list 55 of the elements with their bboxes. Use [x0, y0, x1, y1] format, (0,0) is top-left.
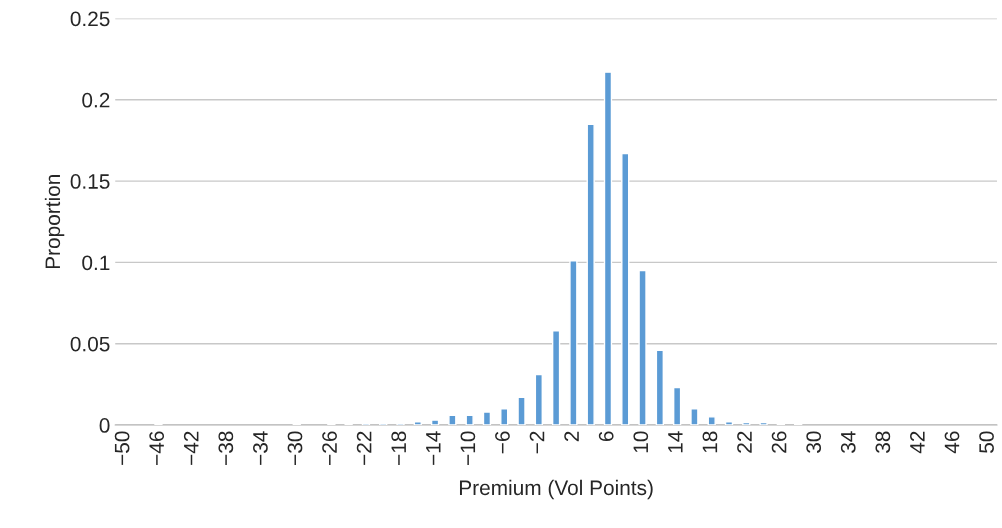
y-tick-label: 0.25 [70, 11, 110, 27]
bar [500, 408, 509, 426]
x-tick-label: 14 [668, 431, 683, 453]
bar [655, 349, 664, 426]
x-tick-label: −46 [149, 431, 165, 465]
bar [672, 386, 682, 426]
bar [690, 408, 699, 426]
x-tick-label: 46 [944, 431, 960, 454]
x-tick-label: −42 [183, 431, 199, 465]
x-tick-label: 34 [840, 431, 856, 453]
y-tick-label: 0.15 [70, 174, 110, 189]
bar [413, 421, 422, 426]
bar [482, 411, 492, 426]
x-tick-label: 10 [633, 431, 649, 453]
x-tick-label: −26 [322, 431, 337, 465]
y-axis-title: Proportion [44, 175, 65, 269]
bar [603, 71, 613, 426]
y-tick-label: 0.05 [70, 336, 110, 352]
x-tick-label: −30 [287, 431, 303, 465]
bar [465, 414, 474, 426]
x-tick-label: −22 [356, 431, 372, 465]
bar [638, 269, 647, 426]
bar [759, 421, 768, 426]
bar [569, 260, 578, 426]
bar [551, 330, 561, 426]
y-tick-label: 0.2 [82, 92, 110, 108]
bar [621, 152, 630, 426]
x-tick-label: 22 [737, 431, 752, 453]
x-tick-label: 18 [702, 431, 718, 453]
x-tick-label: 2 [564, 431, 579, 442]
bar [724, 421, 734, 426]
x-tick-label: −2 [529, 431, 545, 454]
x-tick-label: 30 [806, 431, 822, 453]
bar [430, 419, 440, 426]
bar [448, 414, 457, 426]
x-tick-label: −34 [253, 431, 268, 465]
y-tick-label: 0 [99, 418, 110, 433]
bar [707, 416, 716, 426]
x-axis-title: Premium (Vol Points) [459, 479, 653, 500]
x-tick-label: −6 [495, 431, 510, 454]
x-tick-label: 38 [875, 431, 891, 453]
bar [586, 123, 595, 426]
x-tick-label: 42 [910, 431, 925, 454]
x-tick-label: −10 [460, 431, 476, 465]
x-tick-label: 26 [771, 431, 787, 453]
y-tick-label: 0.1 [82, 255, 110, 271]
x-tick-label: −50 [114, 431, 130, 465]
x-tick-label: −38 [218, 431, 234, 465]
bar [742, 421, 751, 426]
x-tick-label: 50 [979, 431, 994, 453]
x-tick-label: −14 [426, 431, 441, 465]
bar [534, 373, 543, 426]
bar [517, 396, 526, 426]
x-tick-label: −18 [391, 431, 407, 465]
x-tick-label: 6 [598, 431, 614, 442]
